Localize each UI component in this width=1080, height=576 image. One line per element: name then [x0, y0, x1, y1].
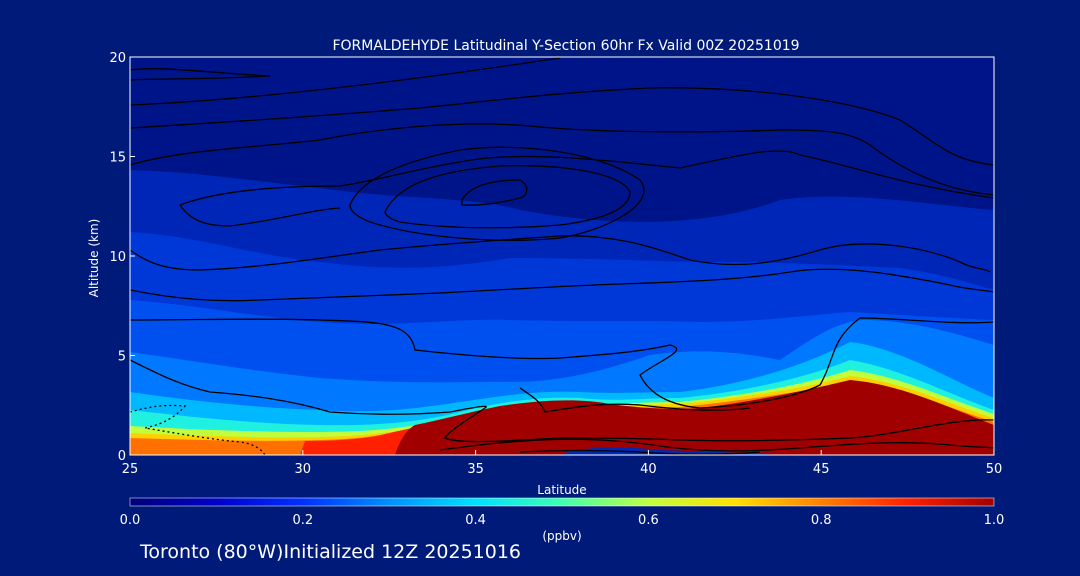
contour-lines: [130, 57, 994, 455]
contour-line: [130, 123, 994, 196]
concentration-field: [130, 57, 994, 455]
y-axis-label: Altitude (km): [87, 219, 101, 298]
x-tick-label: 40: [640, 462, 657, 477]
x-tick-label: 30: [295, 462, 312, 477]
chart-title: FORMALDEHYDE Latitudinal Y-Section 60hr …: [332, 38, 799, 54]
colorbar-unit-label: (ppbv): [542, 529, 581, 543]
contour-line: [130, 57, 561, 106]
colorbar-tick-label: 0.0: [120, 513, 141, 528]
contour-line: [349, 146, 645, 241]
contour-line: [130, 359, 994, 443]
y-tick-label: 20: [109, 51, 126, 66]
colorbar-ticks: 0.0 0.2 0.4 0.6 0.8 1.0: [120, 513, 1005, 528]
colorbar-tick-label: 0.6: [638, 513, 659, 528]
contour-line: [179, 150, 994, 206]
y-tick-label: 5: [118, 350, 126, 365]
contour-line: [439, 438, 994, 452]
contour-line: [179, 204, 341, 227]
contour-line: [519, 449, 761, 455]
band-dark-red: [395, 380, 994, 455]
contour-line: [130, 268, 994, 302]
contour-line: [130, 235, 991, 273]
x-axis-label: Latitude: [537, 483, 586, 497]
y-tick-label: 10: [109, 250, 126, 265]
y-tick-label: 15: [109, 151, 126, 166]
y-axis: 0 5 10 15 20: [109, 51, 135, 464]
contour-line: [130, 317, 994, 409]
contour-line: [384, 165, 631, 229]
colorbar-tick-label: 0.2: [292, 513, 313, 528]
contour-line: [130, 68, 271, 81]
colorbar-tick-label: 0.8: [811, 513, 832, 528]
x-tick-label: 35: [467, 462, 484, 477]
x-tick-label: 25: [122, 462, 139, 477]
contour-line: [130, 87, 994, 166]
contour-line: [461, 179, 528, 206]
y-tick-label: 0: [118, 449, 126, 464]
x-axis: 25 30 35 40 45 50: [122, 450, 1003, 477]
colorbar: [129, 497, 995, 507]
colorbar-tick-label: 0.4: [465, 513, 486, 528]
colorbar-tick-label: 1.0: [984, 513, 1005, 528]
footer-caption: Toronto (80°W)Initialized 12Z 20251016: [140, 541, 522, 563]
band-blue-core: [560, 447, 780, 455]
contour-line: [519, 387, 751, 413]
x-tick-label: 50: [986, 462, 1003, 477]
x-tick-label: 45: [813, 462, 830, 477]
